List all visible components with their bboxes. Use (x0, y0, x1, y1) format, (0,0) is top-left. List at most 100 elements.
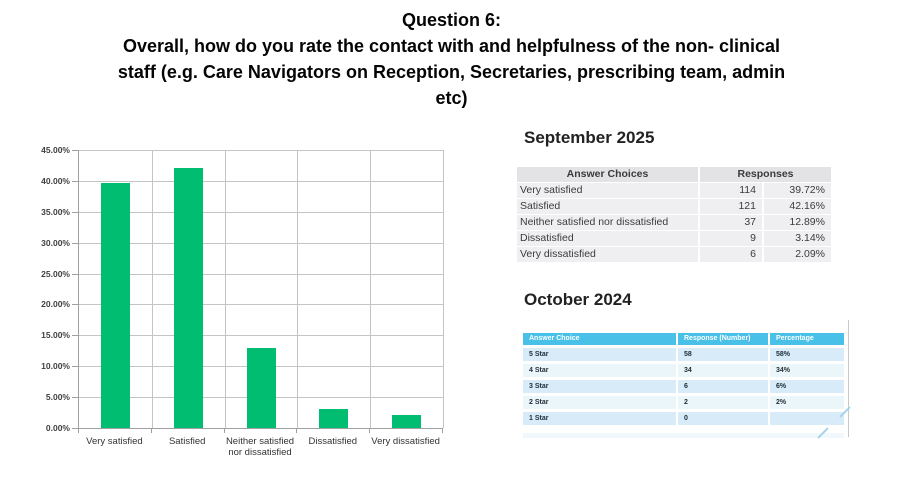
column-header-percentage: Percentage (770, 333, 844, 345)
gridline-horizontal (79, 211, 443, 213)
answer-cell: 1 Star (523, 412, 676, 425)
bar-satisfied (173, 167, 203, 428)
gridline-horizontal (79, 180, 443, 182)
percentage-cell: 34% (770, 364, 844, 377)
title-line-1: Question 6: (401, 10, 501, 30)
y-axis-tick (72, 242, 78, 244)
x-axis-tick (150, 429, 152, 433)
gridline-vertical (151, 150, 153, 428)
column-header-answer-choices: Answer Choices (517, 167, 698, 182)
x-axis-tick (442, 429, 443, 433)
y-axis-label: 0.00% (45, 423, 70, 433)
y-axis-tick (72, 366, 78, 368)
page-title: Question 6: Overall, how do you rate the… (0, 7, 903, 111)
gridline-vertical (297, 150, 299, 428)
percentage-cell: 6% (770, 380, 844, 393)
gridline-horizontal (79, 242, 443, 244)
gridline-horizontal (79, 335, 443, 337)
table-row: Very satisfied 114 39.72% (517, 183, 831, 198)
answer-cell: Satisfied (517, 199, 698, 214)
gridline-horizontal (79, 304, 443, 306)
title-line-3: staff (e.g. Care Navigators on Reception… (117, 62, 786, 82)
table-row: 5 Star 58 58% (523, 348, 844, 361)
title-line-2: Overall, how do you rate the contact wit… (122, 36, 781, 56)
bar-neither-satisfied-nor-dissatisfied (246, 348, 276, 428)
response-number-cell: 2 (678, 396, 768, 409)
responses-count-cell: 9 (700, 231, 762, 246)
y-axis-tick (72, 211, 78, 213)
x-axis-tick (223, 429, 225, 433)
october-heading: October 2024 (524, 290, 632, 309)
answer-cell: Neither satisfied nor dissatisfied (517, 215, 698, 230)
y-axis-label: 20.00% (41, 299, 70, 310)
responses-count-cell: 121 (700, 199, 762, 214)
table-row: 2 Star 2 2% (523, 396, 844, 409)
october-table-header: Answer Choice Response (Number) Percenta… (523, 333, 844, 345)
y-axis-label: 30.00% (41, 237, 70, 248)
x-axis-tick (78, 429, 79, 433)
answer-cell: Dissatisfied (517, 231, 698, 246)
table-row: Very dissatisfied 6 2.09% (517, 247, 831, 262)
october-table: Answer Choice Response (Number) Percenta… (523, 333, 844, 428)
gridline-vertical (224, 150, 226, 428)
responses-percent-cell: 3.14% (764, 231, 831, 246)
september-table-header: Answer Choices Responses (517, 167, 831, 182)
responses-percent-cell: 42.16% (764, 199, 831, 214)
answer-cell: 4 Star (523, 364, 676, 377)
crop-edge-line (848, 320, 849, 437)
bar-very-dissatisfied (392, 415, 422, 428)
answer-cell: Very satisfied (517, 183, 698, 198)
y-axis-tick (72, 397, 78, 399)
gridline-horizontal (79, 273, 443, 275)
percentage-cell: 2% (770, 396, 844, 409)
y-axis-tick (72, 180, 78, 182)
answer-cell: 5 Star (523, 348, 676, 361)
x-axis-tick (369, 429, 371, 433)
y-axis-label: 15.00% (41, 330, 70, 341)
y-axis-label: 45.00% (41, 145, 70, 155)
table-row: Dissatisfied 9 3.14% (517, 231, 831, 246)
x-axis-label: Dissatisfied (308, 436, 358, 447)
percentage-cell (770, 412, 844, 425)
table-row: Neither satisfied nor dissatisfied 37 12.8… (517, 215, 831, 230)
title-line-4: etc) (435, 88, 468, 108)
gridline-horizontal (79, 150, 443, 151)
x-axis-label: Very dissatisfied (371, 436, 440, 447)
response-number-cell: 58 (678, 348, 768, 361)
y-axis-label: 35.00% (41, 206, 70, 217)
column-header-responses: Responses (700, 167, 831, 182)
answer-cell: 2 Star (523, 396, 676, 409)
x-axis-tick (296, 429, 298, 433)
september-heading: September 2025 (524, 128, 655, 147)
x-axis-label: Very satisfied (86, 436, 143, 447)
response-number-cell: 0 (678, 412, 768, 425)
response-number-cell: 34 (678, 364, 768, 377)
responses-percent-cell: 12.89% (764, 215, 831, 230)
gridline-vertical (443, 150, 444, 428)
responses-count-cell: 6 (700, 247, 762, 262)
table-row: 1 Star 0 (523, 412, 844, 425)
responses-percent-cell: 2.09% (764, 247, 831, 262)
responses-percent-cell: 39.72% (764, 183, 831, 198)
plot-area (78, 150, 444, 429)
table-row: Satisfied 121 42.16% (517, 199, 831, 214)
bar-dissatisfied (319, 408, 349, 428)
september-table-body: Very satisfied 114 39.72% Satisfied 121 42.16… (517, 183, 831, 262)
percentage-cell: 58% (770, 348, 844, 361)
y-axis-tick (72, 428, 78, 429)
column-header-response-number: Response (Number) (678, 333, 768, 345)
responses-count-cell: 37 (700, 215, 762, 230)
gridline-vertical (370, 150, 372, 428)
october-table-body: 5 Star 58 58% 4 Star 34 34% 3 Star 6 6% 2 Star 2 2%… (523, 348, 844, 425)
answer-cell: Very dissatisfied (517, 247, 698, 262)
y-axis-label: 40.00% (41, 175, 70, 186)
y-axis-label: 10.00% (41, 361, 70, 372)
y-axis-label: 25.00% (41, 268, 70, 279)
answer-cell: 3 Star (523, 380, 676, 393)
satisfaction-bar-chart: 0.00% 5.00% 10.00% 15.00% 20.00% 25.00% 30.00%… (0, 140, 490, 485)
cropped-partial-row (523, 433, 844, 438)
y-axis-tick (72, 150, 78, 151)
y-axis-label: 5.00% (45, 392, 70, 403)
table-row: 4 Star 34 34% (523, 364, 844, 377)
